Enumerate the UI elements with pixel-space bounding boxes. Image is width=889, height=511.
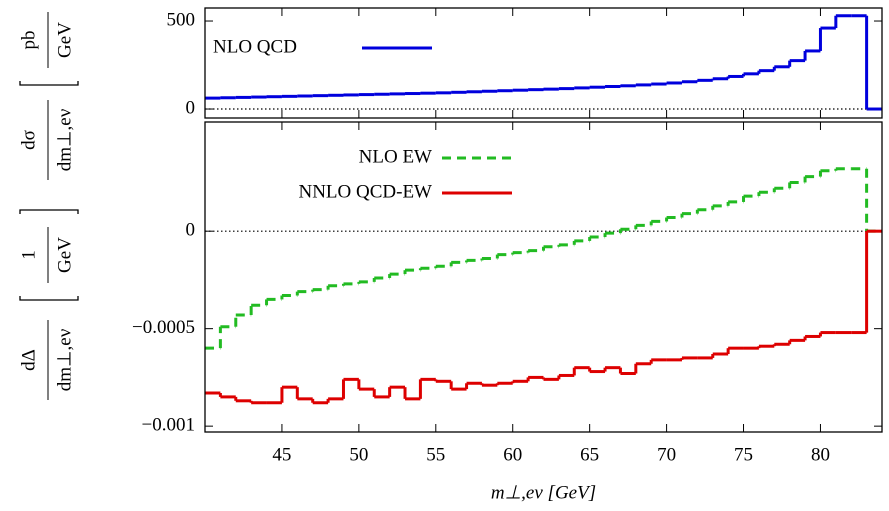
x-tick-label: 75: [734, 444, 753, 465]
series: [205, 14, 882, 111]
y-axis-label: dm⊥,eν: [54, 328, 75, 391]
x-tick-label: 60: [503, 444, 522, 465]
y-axis-label: dm⊥,eν: [54, 108, 75, 171]
bracket: [19, 296, 79, 301]
y-axis-label: pb: [18, 31, 39, 50]
y-axis-label: dσ: [18, 130, 39, 150]
x-tick-label: 50: [349, 444, 368, 465]
x-tick-label: 70: [657, 444, 676, 465]
x-tick-label: 80: [811, 444, 830, 465]
y-tick-label: −0.001: [142, 415, 195, 436]
bracket: [19, 209, 79, 214]
bracket: [19, 81, 79, 86]
y-tick-label: −0.0005: [132, 317, 195, 338]
x-tick-label: 45: [272, 444, 291, 465]
y-tick-label: 0: [186, 97, 196, 118]
y-axis-label: dΔ: [18, 349, 39, 371]
plot-frame: [204, 7, 883, 119]
y-tick-label: 500: [167, 9, 196, 30]
legend-label: NNLO QCD-EW: [298, 181, 432, 202]
legend-label: NLO QCD: [213, 36, 297, 57]
legend-label: NLO EW: [359, 146, 432, 167]
y-axis-label: 1: [18, 250, 39, 260]
y-axis-label: GeV: [54, 22, 75, 58]
series: [205, 167, 882, 350]
x-tick-label: 65: [580, 444, 599, 465]
series: [205, 229, 882, 405]
x-axis-label: m⊥,eν [GeV]: [491, 482, 596, 503]
y-tick-label: 0: [186, 220, 196, 241]
y-axis-label: GeV: [54, 237, 75, 273]
x-tick-label: 55: [426, 444, 445, 465]
plot-frame: [204, 121, 883, 433]
